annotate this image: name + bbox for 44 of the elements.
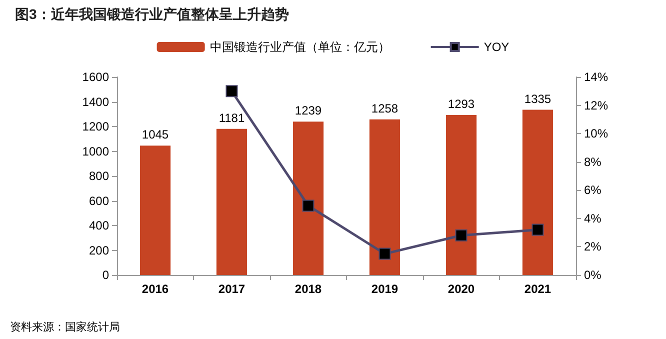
y-tick-label: 1000	[82, 144, 110, 158]
legend-label: 中国锻造行业产值（单位：亿元）	[210, 40, 390, 54]
x-tick-label: 2018	[294, 282, 322, 296]
y2-tick-label: 14%	[584, 70, 608, 84]
data-label: 1258	[371, 101, 398, 116]
bar	[292, 122, 324, 275]
y-tick-label: 600	[88, 194, 110, 208]
legend-label: YOY	[484, 40, 510, 54]
y-tick-label: 1600	[82, 70, 110, 84]
chart-title: 图3：近年我国锻造行业产值整体呈上升趋势	[15, 6, 289, 22]
y2-tick-label: 2%	[584, 240, 602, 254]
y-tick-label: 800	[88, 169, 110, 183]
point	[302, 200, 314, 212]
bar	[522, 110, 554, 275]
data-label: 1335	[524, 92, 552, 106]
x-tick-label: 2019	[371, 282, 398, 296]
point	[455, 229, 468, 242]
y2-tick-label: 4%	[584, 211, 602, 226]
data-label: 1239	[294, 104, 322, 118]
y2-tick-label: 8%	[584, 154, 602, 169]
bar	[216, 128, 248, 275]
bar	[446, 114, 477, 275]
data-label: 1181	[218, 110, 245, 125]
x-tick-label: 2017	[218, 282, 246, 296]
y2-tick-label: 6%	[584, 183, 602, 198]
y2-tick-label: 0%	[584, 268, 602, 282]
y-tick-label: 400	[88, 218, 110, 232]
y-tick-label: 1400	[82, 94, 110, 109]
data-label: 1293	[448, 96, 475, 111]
bar	[140, 146, 171, 275]
point	[226, 85, 238, 98]
bar	[369, 119, 400, 275]
y2-tick-label: 10%	[584, 126, 608, 141]
y-tick-label: 200	[88, 243, 110, 258]
data-label: 1045	[142, 128, 169, 142]
y-tick-label: 1200	[82, 120, 110, 134]
x-tick-label: 2021	[524, 282, 552, 296]
text: 资料来源：国家统计局	[10, 320, 120, 334]
x-tick-label: 2016	[142, 282, 169, 296]
point	[532, 224, 544, 236]
y2-tick-label: 12%	[584, 98, 608, 112]
point	[378, 248, 391, 260]
x-tick-label: 2020	[448, 282, 475, 296]
y-tick-label: 0	[102, 268, 110, 282]
